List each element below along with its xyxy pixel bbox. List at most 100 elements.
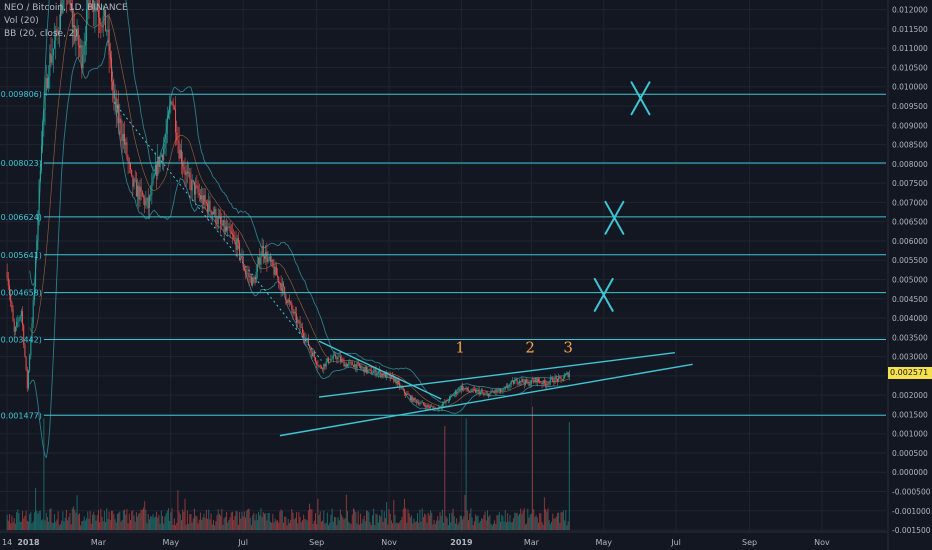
volume-bar <box>286 525 288 531</box>
candle-body <box>556 378 558 382</box>
trendlines[interactable] <box>113 101 693 437</box>
candle-body <box>329 362 331 363</box>
candle-body <box>45 78 47 92</box>
candle-body <box>165 133 167 145</box>
candle-body <box>408 394 410 396</box>
candle-body <box>413 398 415 402</box>
price-tick-label: 0.003500 <box>892 333 928 342</box>
candle-body <box>73 25 75 28</box>
volume-bar <box>202 517 204 531</box>
volume-bar <box>243 511 245 531</box>
candle-body <box>196 185 198 187</box>
candle-body <box>62 0 64 14</box>
candle-body <box>350 361 352 363</box>
candle-body <box>247 273 249 274</box>
candle-body <box>209 200 211 211</box>
candle-body <box>278 276 280 283</box>
volume-indicator-label[interactable]: Vol (20) <box>4 16 39 26</box>
candle-body <box>243 266 245 271</box>
volume-bar <box>445 515 447 531</box>
volume-bar <box>370 525 372 531</box>
candle-body <box>500 388 502 392</box>
candle-body <box>223 220 225 232</box>
volume-bar <box>355 511 357 531</box>
candle-body <box>559 376 561 378</box>
candle-body <box>297 320 299 323</box>
candle-body <box>507 386 509 388</box>
volume-bar <box>229 517 231 531</box>
volume-bar <box>260 508 262 531</box>
candle-body <box>241 256 243 258</box>
volume-bar <box>288 522 290 531</box>
volume-bar <box>298 512 300 531</box>
symbol-title[interactable]: NEO / Bitcoin, 1D, BINANCE <box>4 3 128 13</box>
candle-body <box>460 386 462 391</box>
candle-body <box>83 45 85 56</box>
volume-bar <box>520 508 522 531</box>
candle-body <box>52 48 54 56</box>
annotations: 1 2 3 <box>455 81 651 357</box>
candle-body <box>320 366 322 369</box>
volume-bar <box>322 520 324 531</box>
volume-bar <box>294 517 296 531</box>
bollinger-indicator-label[interactable]: BB (20, close, 2) <box>4 29 79 39</box>
candle-body <box>481 391 483 393</box>
candle-body <box>464 388 466 389</box>
volume-bar <box>161 515 163 531</box>
volume-bar <box>446 517 448 531</box>
volume-bar <box>52 523 54 531</box>
candle-body <box>428 406 430 408</box>
volume-bar <box>114 519 116 531</box>
volume-bar <box>348 521 350 531</box>
candle-body <box>453 394 455 396</box>
fibonacci-retracement[interactable]: 1(0.009806) 0.786(0.008023) 0.618(0.006624… <box>0 90 886 420</box>
volume-bar <box>16 512 18 531</box>
candle-body <box>286 300 288 303</box>
volume-bar <box>508 521 510 531</box>
candle-body <box>84 41 86 46</box>
volume-bar <box>310 508 312 531</box>
candle-body <box>539 381 541 383</box>
volume-bar <box>452 508 454 531</box>
volume-bar <box>183 511 185 531</box>
candle-body <box>210 210 212 215</box>
price-tick-label: 0.006000 <box>892 237 928 246</box>
volume-bar <box>530 513 532 531</box>
volume-bar <box>485 520 487 531</box>
volume-bar <box>172 524 174 531</box>
candle-body <box>7 278 9 286</box>
volume-bar <box>196 516 198 531</box>
volume-bar <box>545 508 547 531</box>
volume-bar <box>380 516 382 531</box>
volume-bar <box>389 513 391 531</box>
candle-body <box>300 327 302 328</box>
candle-body <box>477 389 479 391</box>
volume-bar <box>426 522 428 531</box>
volume-bar <box>501 514 503 531</box>
volume-bar <box>502 515 504 531</box>
bb-upper-band <box>29 0 570 403</box>
volume-bar <box>472 525 474 531</box>
price-axis[interactable]: 0.012000 0.011500 0.011000 0.010500 0.01… <box>887 0 931 550</box>
candle-body <box>379 370 381 372</box>
candle-body <box>332 355 334 359</box>
volume-bar <box>245 517 247 531</box>
candle-body <box>92 0 94 9</box>
volume-bar <box>49 508 51 531</box>
candle-body <box>380 370 382 376</box>
price-tick-label: 0.012000 <box>892 6 928 15</box>
candle-body <box>425 405 427 408</box>
candle-body <box>25 356 27 370</box>
volume-bar <box>387 524 389 531</box>
candle-body <box>115 97 117 113</box>
price-tick-label: 0.011000 <box>892 44 928 53</box>
candle-body <box>103 9 105 17</box>
volume-bar <box>369 521 371 531</box>
time-axis[interactable]: 14 2018 Mar May Jul Sep Nov 2019 Mar May Jul Sep Nov <box>0 531 888 547</box>
volume-bar <box>129 519 131 531</box>
candle-body <box>153 174 155 177</box>
candle-body <box>324 363 326 367</box>
candle-body <box>523 381 525 385</box>
candle-body <box>143 196 145 198</box>
